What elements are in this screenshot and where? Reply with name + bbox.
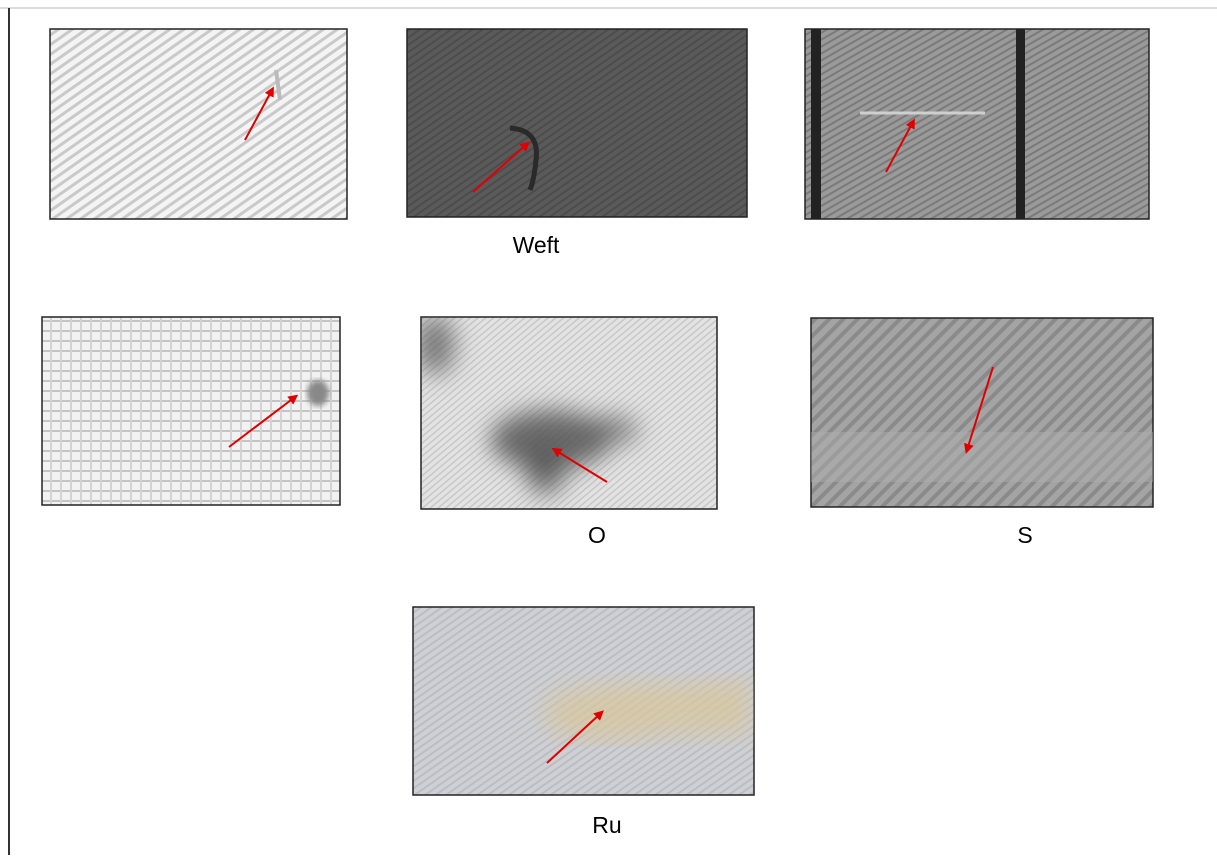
caption: Ru [592, 812, 621, 838]
fabric-image [810, 317, 1154, 508]
caption: Weft [513, 232, 560, 258]
fabric-image [41, 316, 341, 506]
fabric-image [420, 316, 718, 510]
caption: O [588, 522, 606, 548]
fabric-image [804, 28, 1150, 220]
caption: S [1017, 522, 1032, 548]
fabric-image [49, 28, 348, 220]
fabric-image [406, 28, 748, 218]
fabric-image [412, 606, 755, 796]
